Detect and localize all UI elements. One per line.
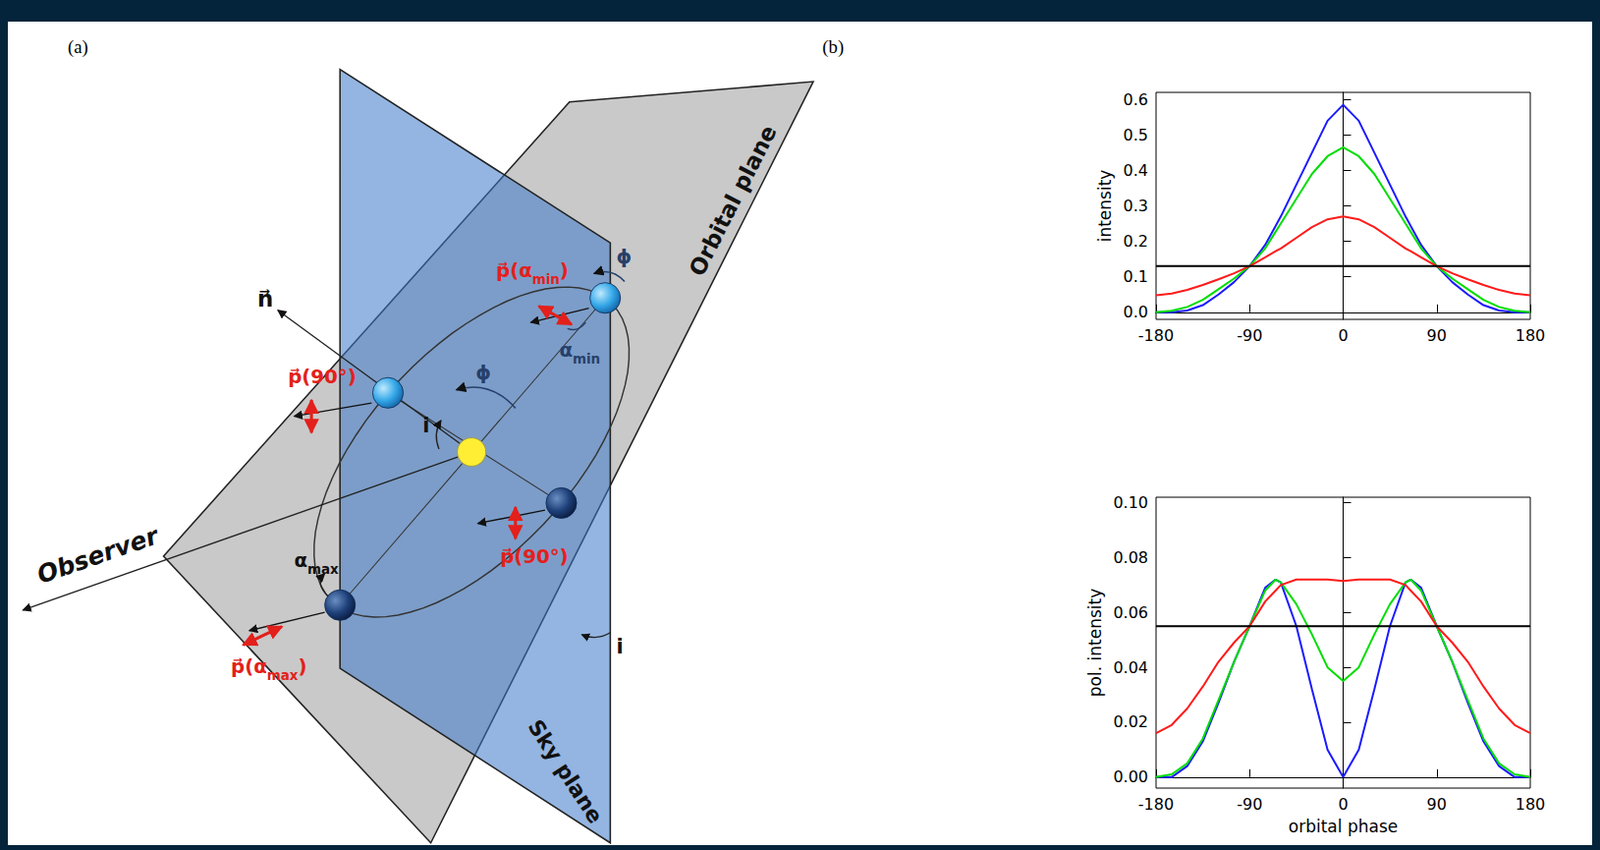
- svg-text:0.6: 0.6: [1123, 90, 1149, 110]
- svg-text:0.04: 0.04: [1112, 658, 1149, 677]
- svg-text:p⃗(90°): p⃗(90°): [287, 365, 356, 388]
- svg-text:0.1: 0.1: [1123, 267, 1149, 286]
- svg-text:Sky plane: Sky plane: [523, 715, 608, 828]
- svg-text:αmin: αmin: [558, 338, 601, 366]
- svg-text:-180: -180: [1138, 326, 1174, 345]
- svg-text:90: 90: [1427, 794, 1447, 814]
- svg-text:0.00: 0.00: [1112, 767, 1149, 786]
- svg-text:0: 0: [1337, 794, 1348, 814]
- svg-text:(a): (a): [67, 36, 89, 58]
- svg-text:pol. intensity: pol. intensity: [1085, 588, 1105, 697]
- svg-text:i: i: [422, 413, 430, 438]
- svg-text:(b): (b): [822, 36, 844, 58]
- svg-text:Orbital plane: Orbital plane: [683, 120, 782, 280]
- svg-text:0: 0: [1337, 326, 1348, 345]
- svg-text:180: 180: [1515, 326, 1546, 345]
- svg-text:0.10: 0.10: [1112, 493, 1149, 512]
- svg-text:Observer: Observer: [33, 520, 164, 590]
- svg-text:0.0: 0.0: [1123, 302, 1149, 322]
- svg-text:0.2: 0.2: [1123, 231, 1149, 251]
- svg-text:p⃗(90°): p⃗(90°): [499, 545, 568, 568]
- svg-text:90: 90: [1427, 326, 1447, 345]
- svg-text:-90: -90: [1236, 794, 1263, 814]
- svg-text:ϕ: ϕ: [616, 245, 633, 269]
- svg-text:-90: -90: [1236, 326, 1263, 345]
- svg-text:n⃗: n⃗: [257, 285, 274, 312]
- svg-text:αmax: αmax: [293, 549, 339, 576]
- svg-text:p⃗(αmax): p⃗(αmax): [230, 655, 307, 682]
- svg-text:0.5: 0.5: [1123, 125, 1149, 145]
- svg-text:0.4: 0.4: [1123, 161, 1149, 180]
- svg-text:i: i: [616, 634, 624, 659]
- svg-text:intensity: intensity: [1095, 169, 1115, 243]
- svg-text:180: 180: [1515, 794, 1546, 814]
- svg-text:0.3: 0.3: [1123, 196, 1149, 216]
- svg-text:0.06: 0.06: [1112, 603, 1149, 622]
- svg-text:ϕ: ϕ: [475, 361, 492, 385]
- svg-text:0.02: 0.02: [1112, 712, 1149, 731]
- svg-text:p⃗(αmin): p⃗(αmin): [496, 259, 569, 286]
- svg-text:-180: -180: [1138, 794, 1174, 814]
- svg-text:orbital phase: orbital phase: [1288, 816, 1398, 836]
- svg-text:0.08: 0.08: [1112, 548, 1149, 567]
